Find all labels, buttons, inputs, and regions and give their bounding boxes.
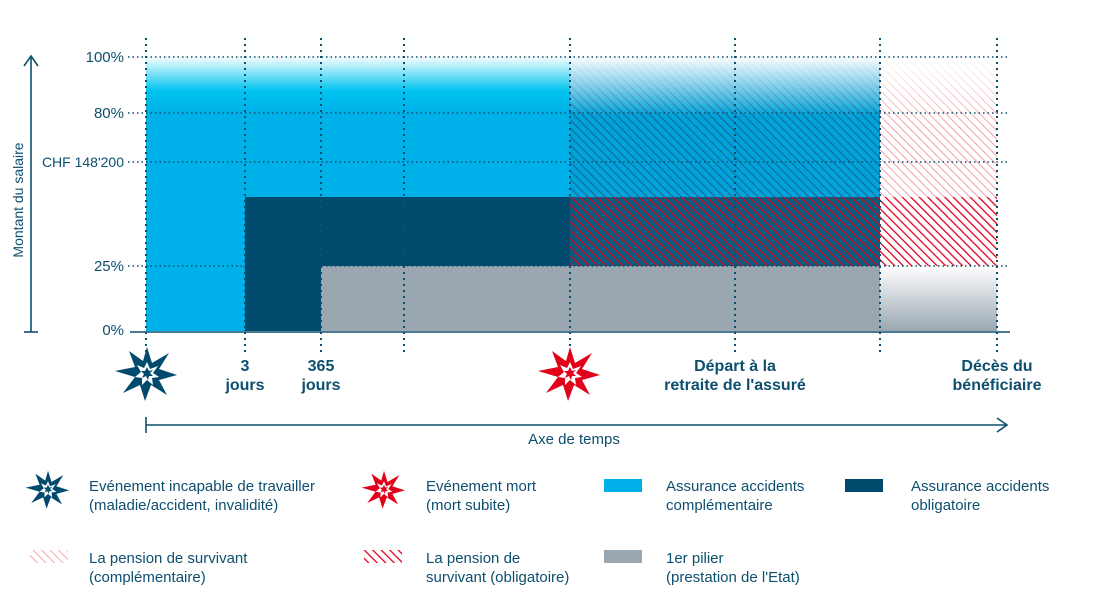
legend-swatch-survivor-mand	[364, 550, 402, 563]
star-burst-icon	[25, 470, 70, 509]
label-death-line2: bénéficiaire	[953, 377, 1042, 394]
legend-survivor-supp-line1: La pension de survivant	[89, 550, 248, 567]
pillar-area-fade	[880, 266, 997, 331]
legend-survivor-mand-line2: survivant (obligatoire)	[426, 569, 570, 586]
label-3-days-line2: jours	[224, 377, 264, 394]
legend-survivor-supp: La pension de survivant (complémentaire)	[89, 549, 247, 587]
legend-death-event-line1: Evénement mort	[426, 478, 537, 495]
survivor-supp-fade	[880, 56, 997, 126]
tick-80: 80%	[94, 105, 124, 122]
legend-incapacity-line1: Evénement incapable de travailler	[89, 478, 315, 495]
star-burst-icon	[538, 347, 600, 401]
star-burst-icon	[115, 347, 177, 401]
retirement-hatch-fade	[570, 56, 880, 116]
pillar-area	[321, 266, 880, 331]
x-axis-arrow	[145, 417, 1009, 433]
label-retirement-line2: retraite de l'assuré	[664, 377, 806, 394]
legend-death-event-line2: (mort subite)	[426, 497, 511, 514]
legend-survivor-mand-line1: La pension de	[426, 550, 521, 567]
survivor-mandatory-area	[570, 197, 880, 266]
light-blue-top-fade	[146, 56, 570, 114]
tick-0: 0%	[102, 322, 124, 339]
legend-swatch-grey	[604, 550, 642, 563]
label-365-days-line2: jours	[300, 377, 340, 394]
legend-swatch-dark-blue	[845, 479, 883, 492]
label-death-line1: Décès du	[961, 358, 1032, 375]
legend-pillar-line2: (prestation de l'Etat)	[666, 569, 800, 586]
y-axis-label: Montant du salaire	[10, 142, 26, 257]
y-axis-arrow	[23, 54, 39, 333]
legend-uvg-mand-line1: Assurance accidents	[911, 478, 1050, 495]
legend-incapacity-line2: (maladie/accident, invalidité)	[89, 497, 279, 514]
tick-chf: CHF 148'200	[42, 154, 124, 170]
legend-survivor-mand: La pension de survivant (obligatoire)	[426, 549, 569, 587]
survivor-mandatory-area-end	[880, 197, 997, 266]
star-burst-icon	[361, 470, 405, 509]
legend-uvg-supp: Assurance accidents complémentaire	[666, 477, 804, 515]
legend-swatch-survivor-supp	[30, 550, 68, 563]
tick-25: 25%	[94, 258, 124, 275]
label-retirement-line1: Départ à la	[694, 358, 776, 375]
legend-incapacity: Evénement incapable de travailler (malad…	[89, 477, 315, 515]
legend-pillar-line1: 1er pilier	[666, 550, 724, 567]
legend-uvg-supp-line1: Assurance accidents	[666, 478, 805, 495]
legend-survivor-supp-line2: (complémentaire)	[89, 569, 206, 586]
x-axis-label: Axe de temps	[528, 431, 620, 448]
legend-uvg-mand: Assurance accidents obligatoire	[911, 477, 1049, 515]
legend-swatch-light-blue	[604, 479, 642, 492]
legend-uvg-mand-line2: obligatoire	[911, 497, 981, 514]
label-365-days-line1: 365	[308, 358, 335, 375]
legend-uvg-supp-line2: complémentaire	[666, 497, 773, 514]
label-3-days-line1: 3	[241, 358, 250, 375]
tick-100: 100%	[86, 49, 124, 66]
legend-death-event: Evénement mort (mort subite)	[426, 477, 536, 515]
time-markers	[145, 38, 998, 352]
legend-pillar: 1er pilier (prestation de l'Etat)	[666, 549, 800, 587]
